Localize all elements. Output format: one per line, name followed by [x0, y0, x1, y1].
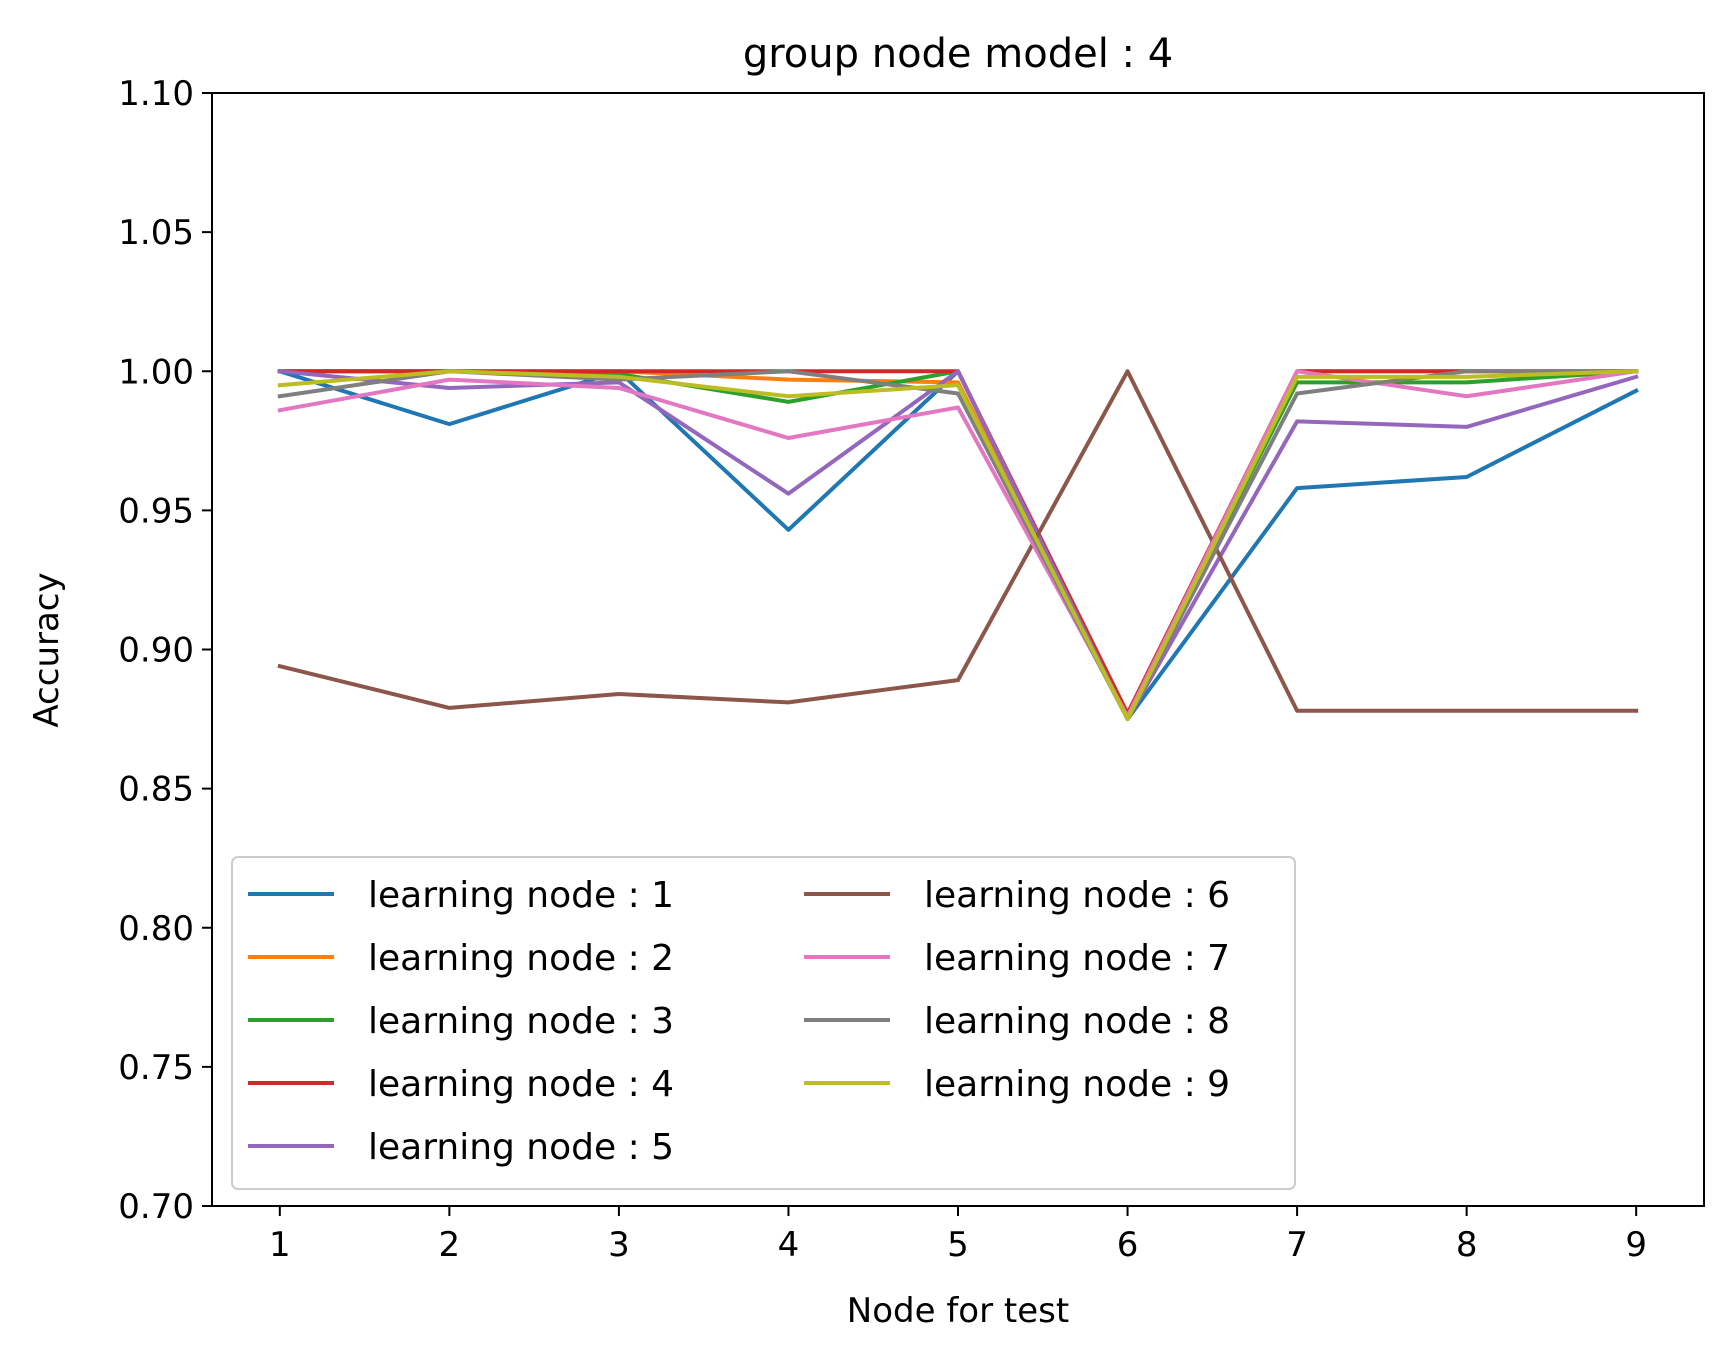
- y-tick-label: 1.00: [118, 352, 194, 392]
- y-tick-label: 1.05: [118, 213, 194, 253]
- y-tick-label: 0.70: [118, 1187, 194, 1227]
- x-tick-label: 6: [1117, 1225, 1139, 1265]
- series-line-7: [277, 368, 1639, 719]
- x-tick-label: 9: [1625, 1225, 1647, 1265]
- legend-label-2: learning node : 2: [368, 938, 674, 979]
- y-tick-label: 0.90: [118, 631, 194, 671]
- chart-title: group node model : 4: [743, 31, 1173, 77]
- y-tick-label: 0.80: [118, 909, 194, 949]
- x-tick-label: 4: [778, 1225, 800, 1265]
- series-line-1: [277, 368, 1639, 722]
- legend-label-4: learning node : 4: [368, 1064, 674, 1105]
- x-tick-label: 8: [1456, 1225, 1478, 1265]
- series-line-8: [277, 369, 1639, 722]
- y-axis-label: Accuracy: [27, 572, 67, 727]
- y-tick-label: 1.10: [118, 74, 194, 114]
- series-line-5: [277, 369, 1639, 722]
- y-tick-label: 0.95: [118, 491, 194, 531]
- x-axis-label: Node for test: [847, 1291, 1069, 1331]
- x-tick-label: 2: [439, 1225, 461, 1265]
- axes: 1 2 3 4 5 6 7 8 9 0.70 0.75 0.80 0.85 0.90 0.95 1.00 1.0…: [118, 74, 1705, 1265]
- x-tick-label: 7: [1286, 1225, 1308, 1265]
- series-line-9: [277, 369, 1639, 722]
- plot-area: [277, 368, 1639, 722]
- legend-label-5: learning node : 5: [368, 1127, 674, 1168]
- y-tick-label: 0.85: [118, 770, 194, 810]
- x-tick-label: 3: [608, 1225, 630, 1265]
- legend-label-9: learning node : 9: [924, 1064, 1230, 1105]
- legend: learning node : 1 learning node : 2 learni…: [231, 856, 1296, 1190]
- legend-label-1: learning node : 1: [368, 875, 674, 916]
- x-tick-label: 5: [947, 1225, 969, 1265]
- series-line-4: [277, 369, 1639, 716]
- legend-label-6: learning node : 6: [924, 875, 1230, 916]
- x-tick-label: 1: [269, 1225, 291, 1265]
- legend-label-8: learning node : 8: [924, 1001, 1230, 1042]
- y-tick-label: 0.75: [118, 1048, 194, 1088]
- series-line-2: [277, 369, 1639, 719]
- series-line-3: [277, 369, 1639, 719]
- legend-box: [231, 856, 1296, 1190]
- legend-label-7: learning node : 7: [924, 938, 1230, 979]
- legend-label-3: learning node : 3: [368, 1001, 674, 1042]
- series-line-6: [277, 369, 1639, 713]
